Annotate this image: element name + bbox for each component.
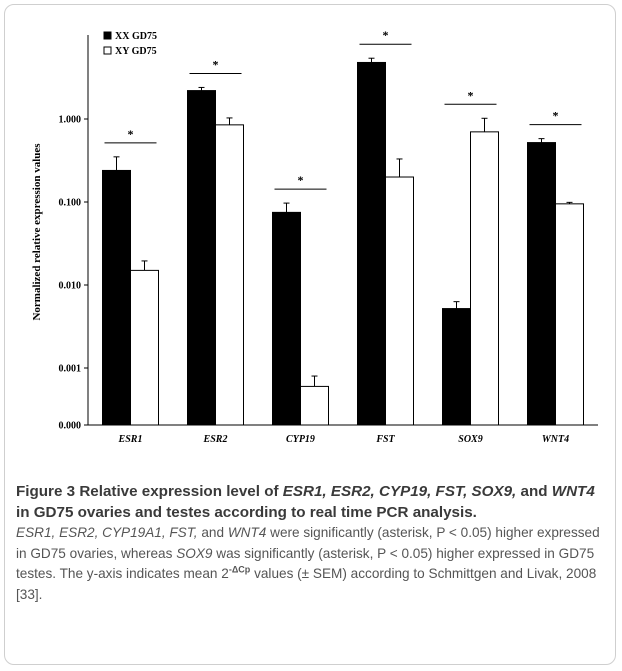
x-category-label: WNT4 — [542, 434, 569, 445]
significance-asterisk: * — [213, 57, 219, 71]
caption-body-text-4: values (± SEM) according to Schmittgen a… — [16, 566, 597, 602]
bar-xy-gd75 — [300, 385, 329, 426]
bar-xy-gd75 — [470, 131, 499, 426]
y-axis-label: Normalized relative expression values — [31, 143, 43, 321]
bar-xy-gd75 — [130, 269, 159, 426]
x-category-label: ESR1 — [118, 434, 143, 445]
x-category-label: CYP19 — [286, 434, 315, 445]
legend-swatch — [103, 31, 112, 40]
bar-xx-gd75 — [527, 142, 556, 426]
caption-body: ESR1, ESR2, CYP19A1, FST, and WNT4 were … — [16, 523, 612, 605]
y-tick-label: 0.001 — [59, 364, 82, 375]
significance-asterisk: * — [383, 28, 389, 42]
y-tick-label: 0.000 — [59, 421, 82, 432]
caption-title-text-2: and — [516, 483, 552, 500]
bar-chart: 0.000 0.001 0.010 0.100 1.000 Normalized rela… — [31, 28, 598, 445]
x-category-label: ESR2 — [203, 434, 228, 445]
caption-body-text-1: and — [197, 525, 228, 540]
bar-xx-gd75 — [102, 169, 131, 426]
significance-asterisk: * — [468, 88, 474, 102]
caption-body-text-3: was significantly (asterisk, P < 0.05) h… — [16, 545, 595, 582]
bar-xx-gd75 — [187, 90, 216, 426]
bar-xx-gd75 — [442, 308, 471, 426]
significance-asterisk: * — [553, 109, 559, 123]
caption-title-text-3: in GD75 ovaries and testes according to … — [16, 504, 473, 521]
caption-body-text-2: were significantly (asterisk, P < 0.05) … — [16, 525, 600, 561]
legend-label: XY GD75 — [115, 46, 157, 57]
caption-body-superscript: -ΔCp — [228, 564, 251, 575]
caption-title-genes-1: ESR1, ESR2, CYP19, FST, SOX9, — [282, 483, 517, 500]
bar-xy-gd75 — [215, 124, 244, 426]
y-tick-label: 0.100 — [59, 198, 82, 209]
bar-xx-gd75 — [272, 211, 301, 426]
bar-xy-gd75 — [555, 203, 584, 426]
figure-label: Figure 3 — [16, 483, 76, 500]
significance-asterisk: * — [128, 127, 134, 141]
y-tick-label: 1.000 — [59, 115, 82, 126]
caption-title-text-1: Relative expression level of — [79, 483, 283, 500]
legend-label: XX GD75 — [115, 31, 157, 42]
caption-body-genes-3: SOX9 — [176, 545, 213, 561]
significance-asterisk: * — [298, 173, 304, 187]
caption-body-genes-2: WNT4 — [227, 525, 267, 540]
bar-xy-gd75 — [385, 176, 414, 426]
caption-title: Figure 3 Relative expression level of ES… — [16, 483, 595, 521]
y-tick-label: 0.010 — [59, 281, 82, 292]
x-category-label: SOX9 — [458, 434, 482, 445]
caption-title-genes-2: WNT4 — [551, 483, 595, 500]
bar-xx-gd75 — [357, 61, 386, 426]
figure-caption: Figure 3 Relative expression level of ES… — [16, 481, 612, 605]
x-category-label: FST — [375, 434, 395, 445]
legend-swatch — [103, 46, 112, 55]
caption-body-genes-1: ESR1, ESR2, CYP19A1, FST, — [16, 525, 198, 540]
